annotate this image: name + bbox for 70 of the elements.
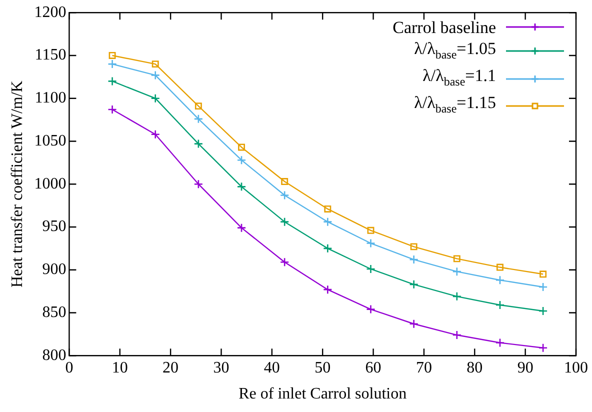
- point: [280, 217, 290, 226]
- x-tick-label: 10: [112, 359, 128, 376]
- point: [495, 275, 505, 285]
- point: [323, 284, 332, 294]
- point: [194, 139, 204, 148]
- x-tick-label: 60: [365, 359, 382, 376]
- y-tick-label: 900: [42, 261, 66, 278]
- x-tick-label: 100: [564, 359, 588, 376]
- point: [538, 306, 548, 316]
- point: [150, 94, 160, 103]
- x-axis-title: Re of inlet Carrol solution: [238, 386, 407, 403]
- point: [538, 343, 548, 353]
- point: [194, 179, 204, 189]
- point: [236, 182, 246, 192]
- point: [108, 76, 117, 86]
- legend-label: λ/λ$_{base}$=1.1: [422, 64, 496, 90]
- point: [280, 257, 290, 267]
- point: [409, 280, 418, 290]
- point: [366, 304, 376, 314]
- point: [496, 264, 504, 271]
- y-tick-label: 850: [42, 304, 66, 321]
- y-tick-label: 1100: [34, 90, 66, 107]
- point: [410, 243, 418, 250]
- point: [323, 244, 332, 254]
- point: [367, 226, 374, 234]
- x-tick-label: 80: [466, 359, 483, 376]
- y-tick-label: 1050: [34, 132, 66, 150]
- point: [324, 205, 332, 212]
- legend-label: Carrol baseline: [392, 16, 496, 38]
- point: [150, 130, 160, 140]
- point: [194, 102, 202, 110]
- x-tick-label: 50: [314, 359, 331, 376]
- point: [194, 114, 204, 124]
- point: [281, 178, 288, 186]
- point: [236, 223, 246, 232]
- point: [366, 264, 376, 274]
- x-tick-label: 0: [65, 359, 74, 376]
- point: [108, 104, 117, 114]
- point: [409, 254, 418, 264]
- y-tick-label: 1200: [34, 4, 66, 21]
- point: [540, 270, 547, 278]
- point: [452, 292, 462, 302]
- legend-label: λ/λ$_{base}$=1.15: [414, 92, 496, 118]
- point: [280, 190, 290, 200]
- point: [452, 330, 462, 340]
- y-axis-title: Heat transfer coefficient W/m/K: [8, 80, 26, 288]
- x-tick-label: 30: [213, 359, 230, 376]
- point: [150, 70, 160, 80]
- y-tick-label: 800: [42, 346, 66, 364]
- point: [409, 319, 418, 329]
- point: [323, 217, 332, 226]
- point: [452, 266, 462, 276]
- point: [152, 60, 159, 68]
- x-tick-label: 40: [264, 359, 280, 376]
- point: [495, 300, 505, 310]
- point: [453, 255, 460, 262]
- x-tick-label: 70: [416, 359, 432, 376]
- point: [366, 238, 376, 248]
- y-tick-label: 1000: [34, 175, 66, 192]
- point: [238, 144, 245, 151]
- legend-label: λ/λ$_{base}$=1.05: [414, 38, 496, 63]
- y-tick-label: 1150: [34, 46, 66, 64]
- point: [236, 155, 246, 165]
- point: [495, 338, 505, 348]
- point: [108, 52, 116, 59]
- point: [538, 282, 548, 292]
- x-tick-label: 90: [517, 359, 534, 376]
- point: [108, 59, 117, 69]
- y-tick-label: 950: [42, 218, 66, 236]
- x-tick-label: 20: [162, 359, 179, 376]
